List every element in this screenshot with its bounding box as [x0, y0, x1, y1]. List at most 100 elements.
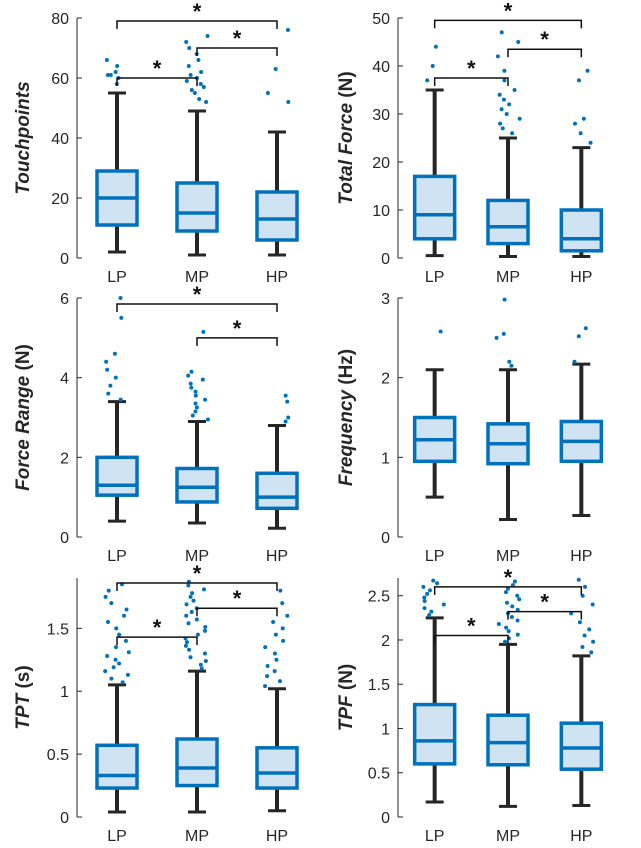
outlier-point — [430, 64, 435, 68]
outlier-point — [103, 594, 108, 599]
outlier-point — [120, 680, 125, 685]
outlier-point — [285, 28, 290, 32]
outlier-point — [104, 359, 109, 364]
y-axis-label: Touchpoints — [13, 81, 34, 194]
x-tick-label-mp: MP — [496, 548, 520, 565]
outlier-point — [515, 593, 520, 598]
y-tick-label: 2 — [60, 450, 69, 467]
outlier-point — [194, 617, 199, 622]
outlier-point — [265, 91, 270, 95]
bracket-line — [433, 19, 583, 29]
outlier-point — [283, 419, 288, 424]
outlier-point — [188, 594, 193, 599]
outlier-point — [108, 73, 113, 77]
outlier-point — [576, 78, 581, 83]
outlier-point — [517, 597, 522, 602]
outlier-point — [590, 602, 595, 607]
outlier-point — [263, 684, 268, 689]
outlier-point — [510, 604, 515, 609]
outlier-point — [189, 609, 194, 614]
outlier-point — [515, 618, 520, 623]
y-tick-label: 0 — [60, 251, 69, 268]
outlier-point — [105, 73, 110, 77]
x-tick-label-hp: HP — [570, 828, 592, 845]
outlier-point — [113, 657, 118, 662]
significance-star: * — [540, 590, 549, 615]
outlier-point — [199, 70, 204, 74]
y-tick-label: 1 — [381, 450, 390, 467]
significance-bracket: * — [433, 614, 509, 644]
significance-bracket: * — [116, 0, 278, 29]
outlier-point — [118, 397, 123, 402]
outlier-point — [582, 633, 587, 638]
outlier-point — [103, 669, 108, 674]
outlier-point — [425, 78, 430, 83]
outlier-point — [495, 54, 500, 59]
outlier-point — [186, 64, 191, 68]
outlier-point — [187, 647, 192, 652]
outlier-point — [199, 666, 204, 671]
outlier-point — [192, 91, 197, 95]
outlier-point — [500, 126, 505, 131]
box-hp — [559, 326, 604, 517]
y-axis-label: Force Range (N) — [13, 344, 34, 491]
outlier-point — [581, 116, 586, 121]
significance-bracket: * — [433, 565, 583, 595]
outlier-point — [124, 607, 129, 612]
outlier-point — [188, 73, 193, 77]
significance-bracket: * — [507, 27, 583, 58]
outlier-point — [502, 68, 507, 73]
bracket-line — [116, 20, 278, 29]
significance-bracket: * — [196, 26, 278, 56]
outlier-point — [583, 326, 588, 331]
y-tick-label: 1.5 — [47, 621, 69, 638]
box-lp — [412, 44, 457, 258]
box-lp — [95, 296, 139, 523]
x-tick-label-mp: MP — [185, 828, 209, 845]
outlier-point — [105, 653, 110, 658]
y-tick-label: 80 — [51, 11, 69, 28]
box-hp — [255, 588, 299, 813]
significance-star: * — [504, 565, 513, 590]
outlier-point — [569, 611, 574, 616]
y-tick-label: 0 — [381, 810, 390, 827]
significance-bracket: * — [507, 590, 583, 620]
outlier-point — [263, 645, 268, 650]
outlier-point — [193, 409, 198, 414]
y-tick-label: 30 — [372, 107, 390, 124]
box-lp — [412, 329, 457, 499]
significance-bracket: * — [433, 0, 583, 29]
bracket-line — [196, 47, 278, 56]
iqr-box — [175, 737, 219, 788]
y-tick-label: 1 — [60, 684, 69, 701]
outlier-point — [283, 393, 288, 398]
outlier-point — [109, 601, 114, 606]
outlier-point — [501, 97, 506, 102]
outlier-point — [190, 591, 195, 596]
outlier-point — [122, 613, 127, 618]
outlier-point — [184, 640, 189, 645]
significance-star: * — [193, 0, 202, 24]
outlier-point — [203, 397, 208, 402]
outlier-point — [512, 88, 517, 92]
bracket-line — [196, 337, 278, 346]
outlier-point — [588, 140, 593, 145]
outlier-point — [503, 590, 508, 595]
panel-3: 0 1 2 3 Frequency (Hz) LP MP HP — [336, 291, 604, 565]
outlier-point — [274, 657, 279, 662]
outlier-point — [280, 626, 285, 631]
iqr-box — [412, 702, 457, 766]
outlier-point — [507, 102, 512, 107]
outlier-point — [109, 676, 114, 681]
bracket-line — [433, 634, 509, 644]
outlier-point — [587, 627, 592, 632]
outlier-point — [112, 351, 117, 356]
x-tick-label-hp: HP — [570, 548, 592, 565]
significance-star: * — [467, 56, 476, 81]
outlier-point — [204, 100, 209, 104]
outlier-point — [425, 591, 430, 596]
box-hp — [255, 393, 299, 530]
box-hp — [559, 68, 604, 259]
x-tick-label-lp: LP — [107, 828, 127, 845]
outlier-point — [589, 650, 594, 655]
